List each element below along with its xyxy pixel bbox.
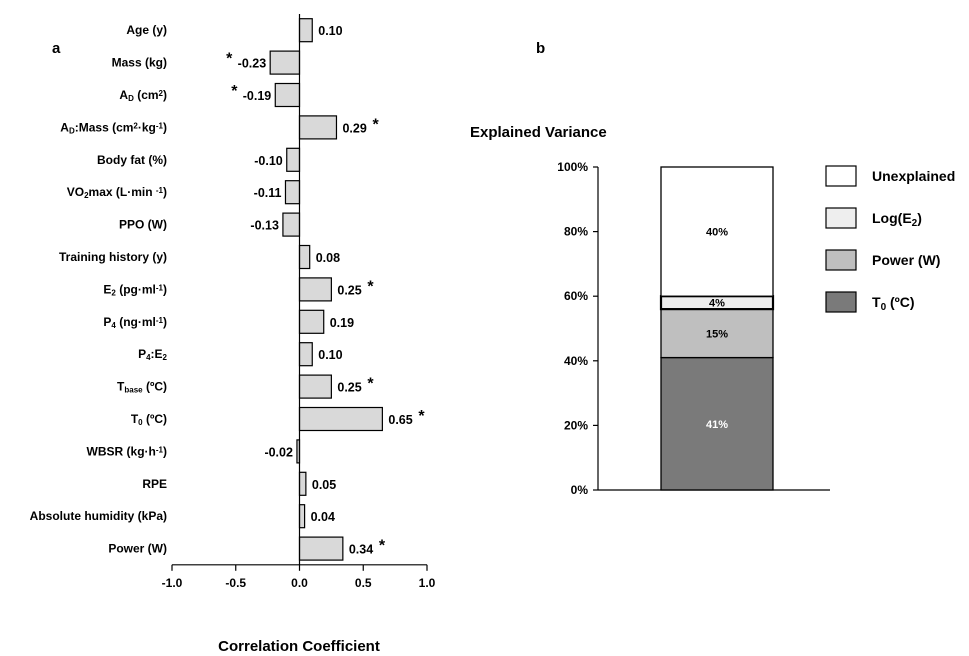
y-tick-label: 40% <box>564 354 588 368</box>
value-label: 0.10 <box>318 348 342 362</box>
bar <box>298 374 332 399</box>
category-label: Age (y) <box>126 23 167 37</box>
value-label: -0.02 <box>264 445 293 459</box>
chart-title: Explained Variance <box>470 124 607 141</box>
bar <box>298 471 307 496</box>
value-label: -0.13 <box>250 219 279 233</box>
bar <box>298 277 332 302</box>
category-label: P4 (ng·ml-1) <box>103 315 167 330</box>
bar <box>269 50 301 75</box>
category-label: WBSR (kg·h-1) <box>87 444 167 458</box>
x-tick-label: -0.5 <box>225 576 246 590</box>
value-label: -0.23 <box>238 57 267 71</box>
value-label: 0.10 <box>318 24 342 38</box>
category-label: AD:Mass (cm2·kg-1) <box>60 120 167 135</box>
legend-swatch <box>825 207 857 229</box>
segment-value-label: 4% <box>709 298 725 310</box>
y-tick-label: 60% <box>564 289 588 303</box>
value-label: 0.19 <box>330 316 354 330</box>
stack-segment <box>660 166 774 297</box>
value-label: -0.10 <box>254 154 283 168</box>
significance-marker: * <box>367 278 374 295</box>
category-label: VO2max (L·min -1) <box>67 185 167 200</box>
bar <box>298 244 311 270</box>
category-label: T0 (ºC) <box>131 412 167 427</box>
value-label: 0.05 <box>312 478 336 492</box>
bar <box>298 406 383 432</box>
value-label: -0.11 <box>254 186 282 200</box>
x-tick-label: -1.0 <box>162 576 183 590</box>
value-label: 0.34 <box>349 543 373 557</box>
category-label: Training history (y) <box>59 250 167 264</box>
category-label: P4:E2 <box>138 347 167 362</box>
value-label: 0.25 <box>337 283 361 297</box>
segment-value-label: 15% <box>706 328 728 340</box>
significance-marker: * <box>226 51 233 68</box>
category-label: Tbase (ºC) <box>117 380 167 395</box>
category-label: AD (cm2) <box>119 88 167 103</box>
significance-marker: * <box>379 538 386 555</box>
bar <box>286 147 301 172</box>
legend-swatch <box>825 165 857 187</box>
value-label: 0.25 <box>337 381 361 395</box>
bar <box>298 342 313 367</box>
y-tick-label: 80% <box>564 225 588 239</box>
panel-a-axes: -1.0 -0.5 0.0 0.5 1.0 <box>162 14 436 590</box>
panel-a-label: a <box>52 40 61 57</box>
stacked-bar: 41% 15% 4% 40% <box>659 166 775 491</box>
x-tick-label: 0.5 <box>355 576 372 590</box>
significance-marker: * <box>231 83 238 100</box>
value-label: -0.19 <box>243 89 272 103</box>
legend-swatch <box>825 291 857 313</box>
x-tick-label: 1.0 <box>419 576 436 590</box>
category-label: PPO (W) <box>119 218 167 232</box>
value-label: 0.29 <box>342 121 366 135</box>
category-label: Power (W) <box>108 542 167 556</box>
legend-label: Unexplained <box>872 168 955 184</box>
legend-swatch <box>825 249 857 271</box>
category-label: Absolute humidity (kPa) <box>30 509 167 523</box>
panel-b-axes: 0% 20% 40% 60% 80% 100% <box>557 160 830 497</box>
legend-label: T0 (ºC) <box>872 294 915 313</box>
significance-marker: * <box>372 116 379 133</box>
bar <box>298 18 313 43</box>
bar <box>298 309 325 334</box>
x-tick-label: 0.0 <box>291 576 308 590</box>
legend-label: Power (W) <box>872 252 940 268</box>
segment-value-label: 40% <box>706 227 728 239</box>
bar <box>282 212 301 237</box>
bar <box>298 115 338 140</box>
stack-segment <box>660 308 774 359</box>
bar <box>298 504 306 529</box>
segment-value-label: 41% <box>706 419 728 431</box>
legend-label: Log(E2) <box>872 210 922 229</box>
bar <box>284 180 301 205</box>
category-label: RPE <box>142 477 167 491</box>
bar <box>274 82 301 108</box>
y-tick-label: 100% <box>557 160 588 174</box>
value-label: 0.65 <box>388 413 412 427</box>
value-label: 0.04 <box>311 510 335 524</box>
significance-marker: * <box>367 376 374 393</box>
panel-b-explained-variance-chart: b Explained Variance 0%20%40%60%80%100% … <box>470 40 955 497</box>
category-label: E2 (pg·ml-1) <box>103 282 167 297</box>
significance-marker: * <box>418 408 425 425</box>
category-label: Body fat (%) <box>97 153 167 167</box>
bar <box>298 536 344 561</box>
category-label: Mass (kg) <box>112 56 167 70</box>
x-axis-title: Correlation Coefficient <box>218 638 380 655</box>
legend: Unexplained Log(E2) Power (W) T0 (ºC) <box>825 165 955 313</box>
y-tick-label: 0% <box>571 483 589 497</box>
y-tick-label: 20% <box>564 418 588 432</box>
value-label: 0.08 <box>316 251 340 265</box>
panel-b-label: b <box>536 40 545 57</box>
